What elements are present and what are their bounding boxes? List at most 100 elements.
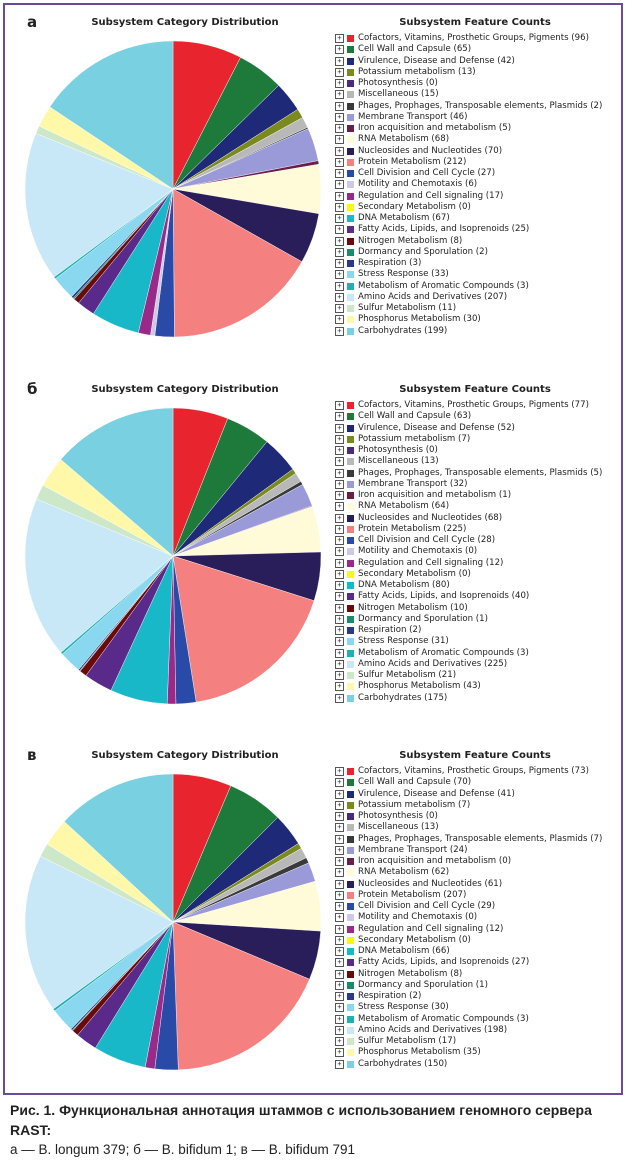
expand-icon[interactable]: + bbox=[335, 326, 344, 336]
expand-icon[interactable]: + bbox=[335, 468, 344, 478]
legend-item[interactable]: + Respiration (2) bbox=[335, 625, 619, 636]
legend-item[interactable]: + Membrane Transport (32) bbox=[335, 479, 619, 490]
expand-icon[interactable]: + bbox=[335, 947, 344, 957]
expand-icon[interactable]: + bbox=[335, 270, 344, 280]
legend-item[interactable]: + Cofactors, Vitamins, Prosthetic Groups,… bbox=[335, 766, 619, 777]
expand-icon[interactable]: + bbox=[335, 169, 344, 179]
expand-icon[interactable]: + bbox=[335, 457, 344, 467]
legend-item[interactable]: + Dormancy and Sporulation (1) bbox=[335, 980, 619, 991]
legend-item[interactable]: + Phosphorus Metabolism (43) bbox=[335, 681, 619, 692]
expand-icon[interactable]: + bbox=[335, 913, 344, 923]
legend-item[interactable]: + Cell Wall and Capsule (70) bbox=[335, 777, 619, 788]
expand-icon[interactable]: + bbox=[335, 778, 344, 788]
expand-icon[interactable]: + bbox=[335, 547, 344, 557]
legend-item[interactable]: + Nucleosides and Nucleotides (68) bbox=[335, 513, 619, 524]
expand-icon[interactable]: + bbox=[335, 569, 344, 579]
expand-icon[interactable]: + bbox=[335, 924, 344, 934]
legend-item[interactable]: + Cell Division and Cell Cycle (29) bbox=[335, 901, 619, 912]
expand-icon[interactable]: + bbox=[335, 79, 344, 89]
legend-item[interactable]: + Sulfur Metabolism (17) bbox=[335, 1036, 619, 1047]
expand-icon[interactable]: + bbox=[335, 304, 344, 314]
legend-item[interactable]: + Virulence, Disease and Defense (52) bbox=[335, 423, 619, 434]
expand-icon[interactable]: + bbox=[335, 101, 344, 111]
expand-icon[interactable]: + bbox=[335, 992, 344, 1002]
expand-icon[interactable]: + bbox=[335, 90, 344, 100]
legend-item[interactable]: + Cell Wall and Capsule (63) bbox=[335, 411, 619, 422]
expand-icon[interactable]: + bbox=[335, 980, 344, 990]
expand-icon[interactable]: + bbox=[335, 767, 344, 777]
legend-item[interactable]: + Protein Metabolism (225) bbox=[335, 524, 619, 535]
expand-icon[interactable]: + bbox=[335, 225, 344, 235]
legend-item[interactable]: + Potassium metabolism (13) bbox=[335, 67, 619, 78]
legend-item[interactable]: + Miscellaneous (15) bbox=[335, 89, 619, 100]
legend-item[interactable]: + Nucleosides and Nucleotides (61) bbox=[335, 879, 619, 890]
expand-icon[interactable]: + bbox=[335, 671, 344, 681]
expand-icon[interactable]: + bbox=[335, 446, 344, 456]
legend-item[interactable]: + Membrane Transport (46) bbox=[335, 112, 619, 123]
expand-icon[interactable]: + bbox=[335, 423, 344, 433]
legend-item[interactable]: + Protein Metabolism (212) bbox=[335, 157, 619, 168]
legend-item[interactable]: + Sulfur Metabolism (11) bbox=[335, 303, 619, 314]
legend-item[interactable]: + Iron acquisition and metabolism (1) bbox=[335, 490, 619, 501]
legend-item[interactable]: + DNA Metabolism (67) bbox=[335, 213, 619, 224]
legend-item[interactable]: + Motility and Chemotaxis (0) bbox=[335, 912, 619, 923]
legend-item[interactable]: + Cell Division and Cell Cycle (28) bbox=[335, 535, 619, 546]
expand-icon[interactable]: + bbox=[335, 693, 344, 703]
legend-item[interactable]: + Secondary Metabolism (0) bbox=[335, 202, 619, 213]
legend-item[interactable]: + Potassium metabolism (7) bbox=[335, 800, 619, 811]
legend-item[interactable]: + Dormancy and Sporulation (2) bbox=[335, 247, 619, 258]
expand-icon[interactable]: + bbox=[335, 281, 344, 291]
expand-icon[interactable]: + bbox=[335, 524, 344, 534]
legend-item[interactable]: + Regulation and Cell signaling (12) bbox=[335, 558, 619, 569]
legend-item[interactable]: + Respiration (3) bbox=[335, 258, 619, 269]
legend-item[interactable]: + Regulation and Cell signaling (17) bbox=[335, 191, 619, 202]
legend-item[interactable]: + Nitrogen Metabolism (8) bbox=[335, 236, 619, 247]
legend-item[interactable]: + Nitrogen Metabolism (8) bbox=[335, 969, 619, 980]
legend-item[interactable]: + Metabolism of Aromatic Compounds (3) bbox=[335, 1014, 619, 1025]
expand-icon[interactable]: + bbox=[335, 834, 344, 844]
expand-icon[interactable]: + bbox=[335, 124, 344, 134]
expand-icon[interactable]: + bbox=[335, 1025, 344, 1035]
legend-item[interactable]: + Membrane Transport (24) bbox=[335, 845, 619, 856]
expand-icon[interactable]: + bbox=[335, 857, 344, 867]
pie-slice[interactable] bbox=[24, 498, 174, 653]
legend-item[interactable]: + Carbohydrates (175) bbox=[335, 693, 619, 704]
legend-item[interactable]: + Cell Wall and Capsule (65) bbox=[335, 44, 619, 55]
legend-item[interactable]: + Carbohydrates (150) bbox=[335, 1059, 619, 1070]
legend-item[interactable]: + Amino Acids and Derivatives (207) bbox=[335, 292, 619, 303]
expand-icon[interactable]: + bbox=[335, 34, 344, 44]
legend-item[interactable]: + Phages, Prophages, Transposable element… bbox=[335, 468, 619, 479]
legend-item[interactable]: + Photosynthesis (0) bbox=[335, 78, 619, 89]
legend-item[interactable]: + Photosynthesis (0) bbox=[335, 811, 619, 822]
legend-item[interactable]: + RNA Metabolism (64) bbox=[335, 501, 619, 512]
expand-icon[interactable]: + bbox=[335, 603, 344, 613]
expand-icon[interactable]: + bbox=[335, 592, 344, 602]
expand-icon[interactable]: + bbox=[335, 648, 344, 658]
expand-icon[interactable]: + bbox=[335, 1048, 344, 1058]
expand-icon[interactable]: + bbox=[335, 682, 344, 692]
expand-icon[interactable]: + bbox=[335, 146, 344, 156]
legend-item[interactable]: + Photosynthesis (0) bbox=[335, 445, 619, 456]
expand-icon[interactable]: + bbox=[335, 659, 344, 669]
legend-item[interactable]: + Dormancy and Sporulation (1) bbox=[335, 614, 619, 625]
legend-item[interactable]: + Stress Response (31) bbox=[335, 636, 619, 647]
expand-icon[interactable]: + bbox=[335, 157, 344, 167]
legend-item[interactable]: + Motility and Chemotaxis (0) bbox=[335, 546, 619, 557]
expand-icon[interactable]: + bbox=[335, 1037, 344, 1047]
expand-icon[interactable]: + bbox=[335, 479, 344, 489]
legend-item[interactable]: + Protein Metabolism (207) bbox=[335, 890, 619, 901]
legend-item[interactable]: + Fatty Acids, Lipids, and Isoprenoids (4… bbox=[335, 591, 619, 602]
expand-icon[interactable]: + bbox=[335, 1003, 344, 1013]
legend-item[interactable]: + Miscellaneous (13) bbox=[335, 456, 619, 467]
legend-item[interactable]: + Nucleosides and Nucleotides (70) bbox=[335, 146, 619, 157]
legend-item[interactable]: + Cofactors, Vitamins, Prosthetic Groups,… bbox=[335, 33, 619, 44]
pie-slice[interactable] bbox=[60, 407, 174, 557]
legend-item[interactable]: + Metabolism of Aromatic Compounds (3) bbox=[335, 648, 619, 659]
expand-icon[interactable]: + bbox=[335, 112, 344, 122]
legend-item[interactable]: + Secondary Metabolism (0) bbox=[335, 935, 619, 946]
expand-icon[interactable]: + bbox=[335, 637, 344, 647]
expand-icon[interactable]: + bbox=[335, 800, 344, 810]
pie-slice[interactable] bbox=[64, 773, 174, 923]
legend-item[interactable]: + Stress Response (30) bbox=[335, 1002, 619, 1013]
expand-icon[interactable]: + bbox=[335, 614, 344, 624]
